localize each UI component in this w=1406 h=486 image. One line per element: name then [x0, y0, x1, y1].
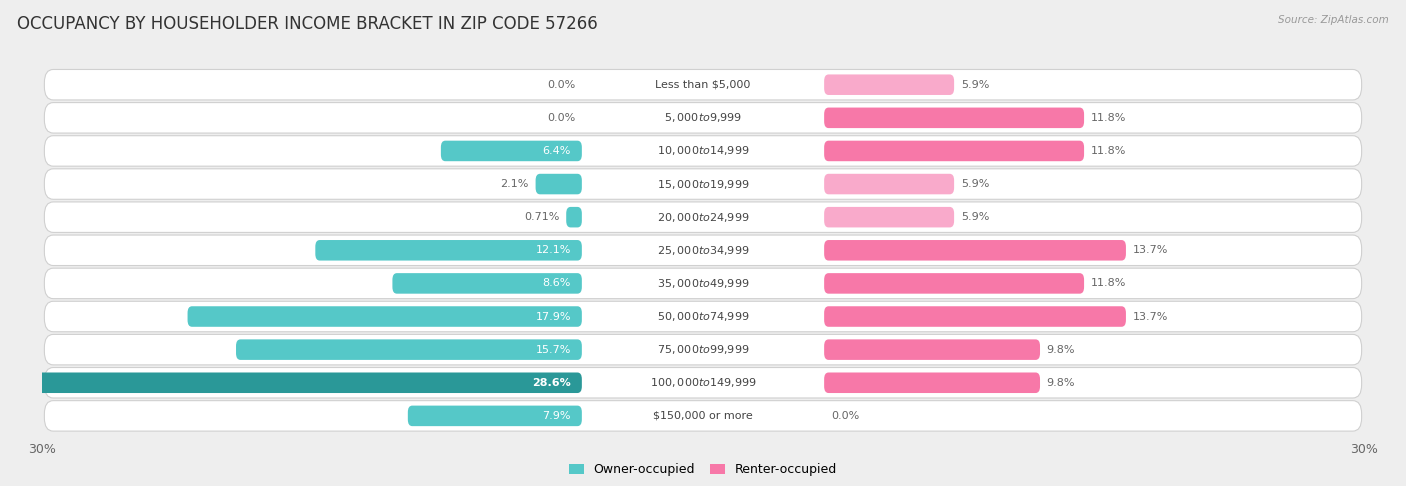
FancyBboxPatch shape	[536, 174, 582, 194]
Text: Source: ZipAtlas.com: Source: ZipAtlas.com	[1278, 15, 1389, 25]
Text: OCCUPANCY BY HOUSEHOLDER INCOME BRACKET IN ZIP CODE 57266: OCCUPANCY BY HOUSEHOLDER INCOME BRACKET …	[17, 15, 598, 33]
Text: $5,000 to $9,999: $5,000 to $9,999	[664, 111, 742, 124]
FancyBboxPatch shape	[45, 69, 1361, 100]
Text: 17.9%: 17.9%	[536, 312, 571, 322]
FancyBboxPatch shape	[441, 140, 582, 161]
Text: 28.6%: 28.6%	[531, 378, 571, 388]
Text: 11.8%: 11.8%	[1091, 278, 1126, 288]
FancyBboxPatch shape	[824, 306, 1126, 327]
FancyBboxPatch shape	[45, 136, 1361, 166]
Text: 8.6%: 8.6%	[543, 278, 571, 288]
FancyBboxPatch shape	[824, 207, 955, 227]
Text: 5.9%: 5.9%	[960, 179, 988, 189]
FancyBboxPatch shape	[45, 103, 1361, 133]
FancyBboxPatch shape	[824, 174, 955, 194]
Text: 0.71%: 0.71%	[524, 212, 560, 222]
FancyBboxPatch shape	[824, 273, 1084, 294]
FancyBboxPatch shape	[45, 169, 1361, 199]
Text: 13.7%: 13.7%	[1133, 245, 1168, 255]
Legend: Owner-occupied, Renter-occupied: Owner-occupied, Renter-occupied	[565, 459, 841, 480]
Text: 9.8%: 9.8%	[1046, 378, 1076, 388]
FancyBboxPatch shape	[45, 202, 1361, 232]
Text: $50,000 to $74,999: $50,000 to $74,999	[657, 310, 749, 323]
FancyBboxPatch shape	[315, 240, 582, 260]
Text: 0.0%: 0.0%	[547, 113, 575, 123]
Text: 7.9%: 7.9%	[543, 411, 571, 421]
FancyBboxPatch shape	[236, 339, 582, 360]
Text: $35,000 to $49,999: $35,000 to $49,999	[657, 277, 749, 290]
Text: $150,000 or more: $150,000 or more	[654, 411, 752, 421]
FancyBboxPatch shape	[824, 140, 1084, 161]
Text: 5.9%: 5.9%	[960, 212, 988, 222]
Text: $75,000 to $99,999: $75,000 to $99,999	[657, 343, 749, 356]
Text: 2.1%: 2.1%	[501, 179, 529, 189]
FancyBboxPatch shape	[392, 273, 582, 294]
FancyBboxPatch shape	[45, 268, 1361, 298]
FancyBboxPatch shape	[824, 107, 1084, 128]
FancyBboxPatch shape	[45, 301, 1361, 332]
Text: 0.0%: 0.0%	[547, 80, 575, 90]
Text: Less than $5,000: Less than $5,000	[655, 80, 751, 90]
FancyBboxPatch shape	[45, 367, 1361, 398]
FancyBboxPatch shape	[45, 400, 1361, 431]
Text: 13.7%: 13.7%	[1133, 312, 1168, 322]
FancyBboxPatch shape	[45, 334, 1361, 365]
Text: 9.8%: 9.8%	[1046, 345, 1076, 355]
FancyBboxPatch shape	[0, 372, 582, 393]
FancyBboxPatch shape	[824, 74, 955, 95]
Text: 11.8%: 11.8%	[1091, 146, 1126, 156]
Text: 12.1%: 12.1%	[536, 245, 571, 255]
Text: $15,000 to $19,999: $15,000 to $19,999	[657, 177, 749, 191]
Text: 15.7%: 15.7%	[536, 345, 571, 355]
FancyBboxPatch shape	[824, 372, 1040, 393]
Text: 11.8%: 11.8%	[1091, 113, 1126, 123]
Text: $10,000 to $14,999: $10,000 to $14,999	[657, 144, 749, 157]
Text: 5.9%: 5.9%	[960, 80, 988, 90]
FancyBboxPatch shape	[567, 207, 582, 227]
FancyBboxPatch shape	[187, 306, 582, 327]
FancyBboxPatch shape	[824, 339, 1040, 360]
Text: $20,000 to $24,999: $20,000 to $24,999	[657, 210, 749, 224]
FancyBboxPatch shape	[45, 235, 1361, 265]
Text: 0.0%: 0.0%	[831, 411, 859, 421]
Text: $25,000 to $34,999: $25,000 to $34,999	[657, 244, 749, 257]
Text: 6.4%: 6.4%	[543, 146, 571, 156]
FancyBboxPatch shape	[408, 406, 582, 426]
Text: $100,000 to $149,999: $100,000 to $149,999	[650, 376, 756, 389]
FancyBboxPatch shape	[824, 240, 1126, 260]
